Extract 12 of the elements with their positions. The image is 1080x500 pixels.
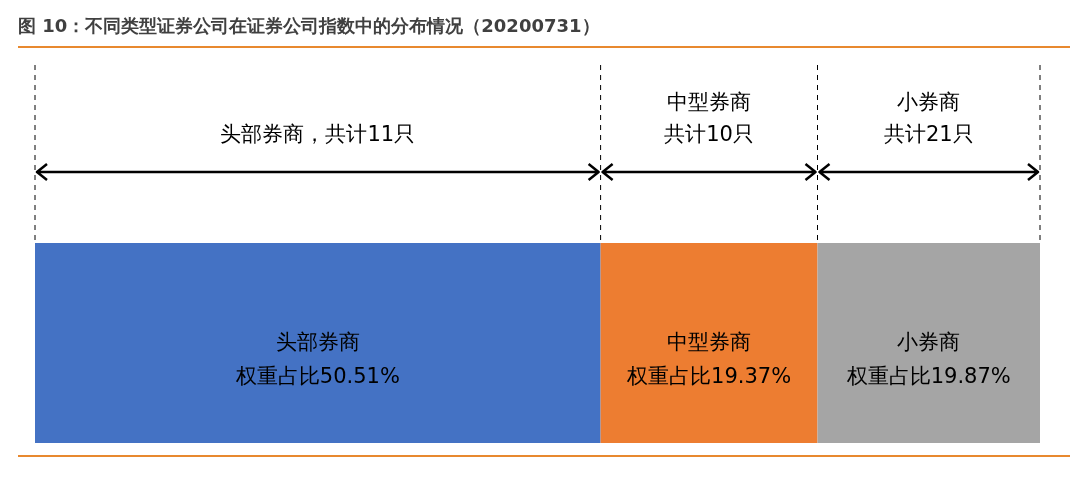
text: 头部券商，共计11只: [220, 121, 416, 148]
data-label: 权重占比50.51%: [234, 364, 400, 388]
data-label: 权重占比19.37%: [626, 364, 792, 388]
text: 小券商: [897, 89, 961, 116]
series-label: 中型券商: [667, 330, 752, 354]
data-label: 权重占比19.87%: [845, 364, 1011, 388]
series-label: 小券商: [897, 330, 961, 354]
series-label: 头部券商: [275, 330, 360, 354]
text: 共计21只: [883, 121, 974, 148]
text: 中型券商: [667, 89, 752, 116]
text: 共计10只: [664, 121, 754, 148]
chart-title: 图 10：不同类型证券公司在证券公司指数中的分布情况（20200731）: [18, 14, 600, 38]
